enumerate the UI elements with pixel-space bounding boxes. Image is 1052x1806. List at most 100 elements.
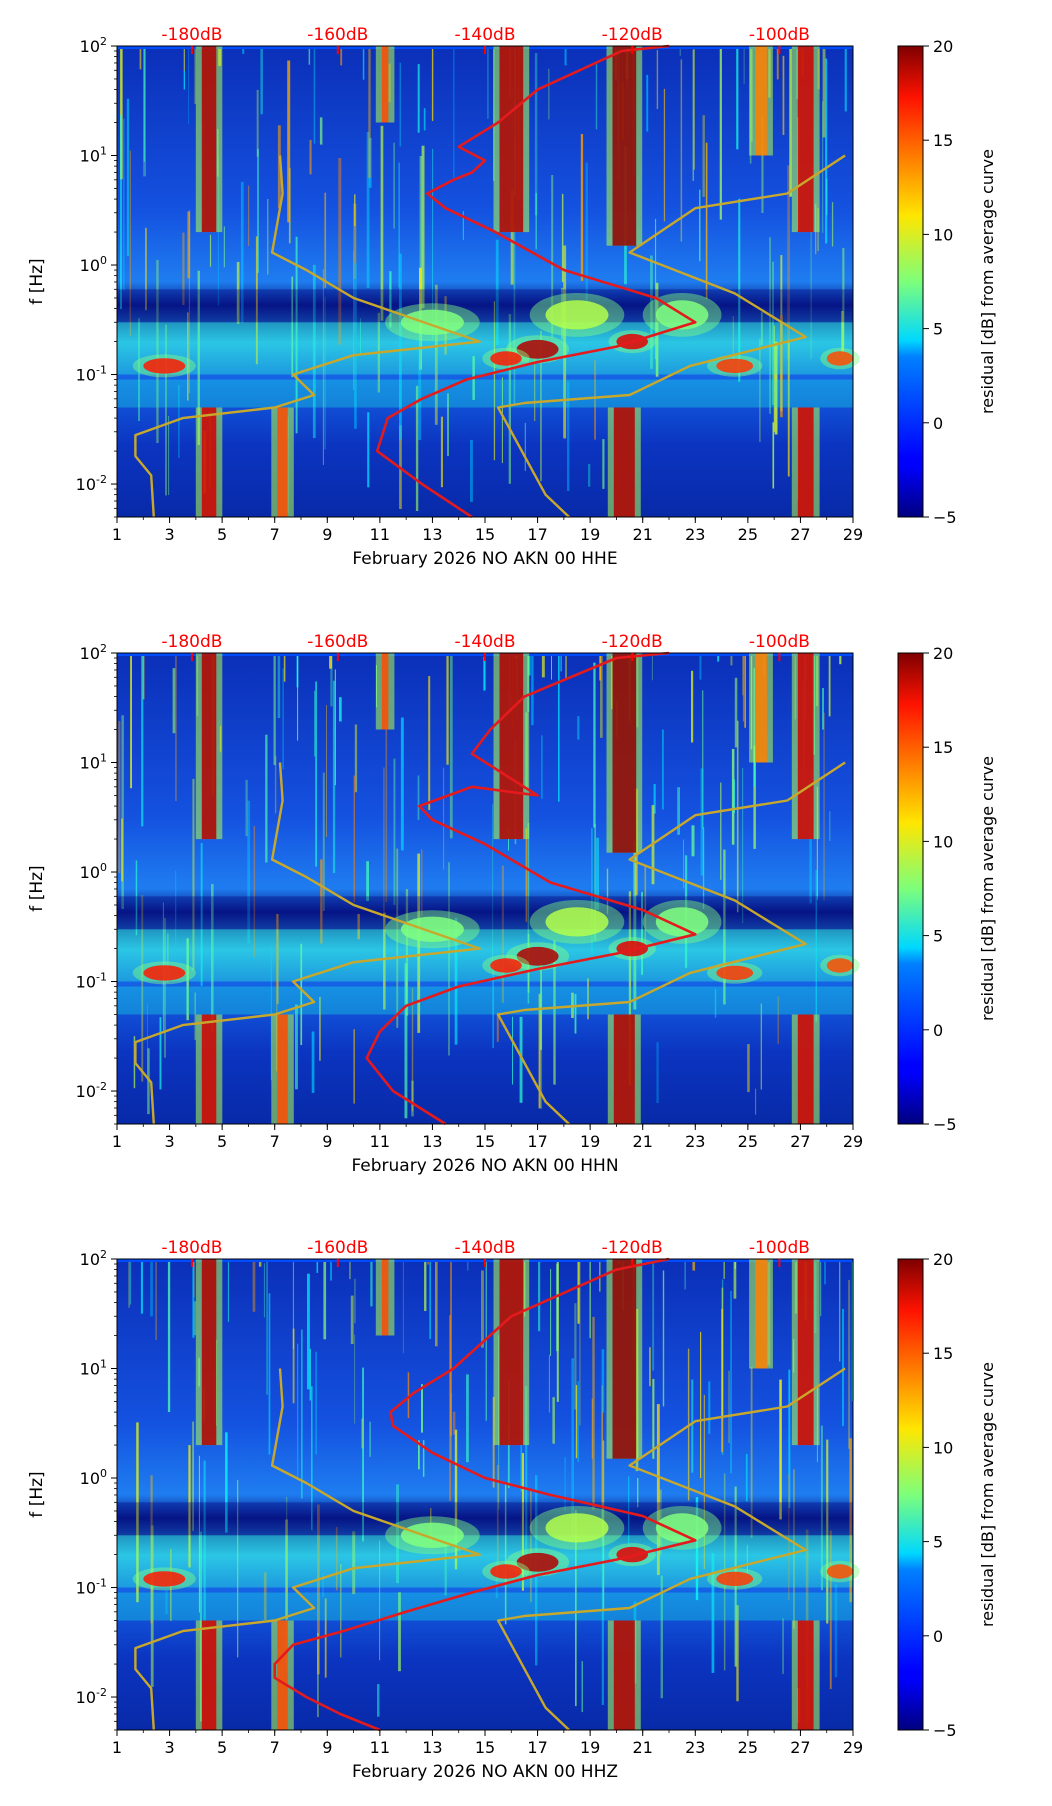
texture-streak xyxy=(377,1684,380,1717)
x-tick-label: 3 xyxy=(164,525,174,544)
texture-streak xyxy=(258,1259,262,1267)
blob xyxy=(826,1564,854,1579)
hot-band xyxy=(277,407,288,517)
y-tick-label: 101 xyxy=(80,145,107,166)
texture-streak xyxy=(452,1411,456,1435)
texture-streak xyxy=(594,360,596,440)
texture-streak xyxy=(167,933,169,983)
db-scale-label: -140dB xyxy=(454,25,515,45)
hot-band xyxy=(797,407,814,517)
texture-streak xyxy=(443,767,445,870)
texture-streak xyxy=(311,1386,313,1531)
y-tick-base: 10 xyxy=(80,863,100,882)
texture-streak xyxy=(407,1372,410,1418)
texture-streak xyxy=(552,1397,555,1444)
texture-streak xyxy=(541,735,543,799)
texture-streak xyxy=(418,331,422,440)
texture-streak xyxy=(650,255,653,369)
texture-streak xyxy=(454,1429,458,1570)
texture-streak xyxy=(297,1343,299,1478)
colorbar-label: residual [dB] from average curve xyxy=(978,756,997,1021)
texture-streak xyxy=(354,724,358,793)
x-tick-label: 21 xyxy=(633,1132,653,1151)
texture-streak xyxy=(285,1519,288,1620)
y-tick-label: 100 xyxy=(80,254,107,275)
y-tick-exponent: -2 xyxy=(96,1080,107,1093)
texture-streak xyxy=(466,1374,469,1463)
texture-streak xyxy=(245,779,248,837)
colorbar-tick-label: 15 xyxy=(933,1344,953,1363)
y-tick-exponent: 1 xyxy=(100,1358,107,1371)
texture-streak xyxy=(602,439,605,489)
texture-streak xyxy=(338,158,342,345)
texture-streak xyxy=(496,1012,499,1042)
texture-streak xyxy=(332,680,336,874)
texture-streak xyxy=(182,232,185,305)
texture-streak xyxy=(175,654,177,801)
texture-streak xyxy=(417,64,420,133)
texture-streak xyxy=(360,318,361,354)
texture-streak xyxy=(340,1564,342,1658)
x-tick-label: 23 xyxy=(685,1132,705,1151)
texture-streak xyxy=(540,962,542,1050)
blob xyxy=(400,1522,464,1549)
db-scale-label: -120dB xyxy=(602,1238,663,1258)
texture-streak xyxy=(447,393,449,457)
texture-streak xyxy=(349,1259,351,1280)
texture-streak xyxy=(330,1259,332,1281)
texture-streak xyxy=(839,653,842,665)
texture-streak xyxy=(842,1309,844,1427)
texture-streak xyxy=(723,849,726,1005)
texture-streak xyxy=(556,1259,559,1402)
texture-streak xyxy=(421,145,425,309)
x-tick-label: 7 xyxy=(270,525,280,544)
x-tick-label: 1 xyxy=(112,1132,122,1151)
texture-streak xyxy=(825,58,828,244)
texture-streak xyxy=(596,837,599,910)
texture-streak xyxy=(192,778,195,971)
y-axis-label: f [Hz] xyxy=(27,1471,47,1517)
texture-streak xyxy=(167,1259,171,1412)
texture-streak xyxy=(362,46,365,80)
y-tick-base: 10 xyxy=(80,754,100,773)
texture-streak xyxy=(448,862,450,1056)
texture-streak xyxy=(580,134,584,281)
texture-streak xyxy=(820,1259,822,1317)
texture-streak xyxy=(357,914,360,940)
db-scale-label: -100dB xyxy=(749,1238,810,1258)
noise-model-curve xyxy=(134,1368,481,1731)
y-tick-label: 10-1 xyxy=(76,971,107,992)
texture-streak xyxy=(164,917,166,1058)
texture-streak xyxy=(699,653,702,680)
texture-streak xyxy=(720,782,722,880)
texture-streak xyxy=(550,1269,552,1356)
texture-streak xyxy=(211,883,214,1032)
texture-streak xyxy=(470,439,473,502)
x-tick-label: 29 xyxy=(843,1132,863,1151)
hot-band xyxy=(755,46,767,156)
texture-streak xyxy=(175,870,177,957)
x-tick-label: 7 xyxy=(270,1738,280,1757)
mean-psd-curve xyxy=(375,44,697,519)
x-tick-label: 13 xyxy=(422,1132,442,1151)
texture-streak xyxy=(194,992,196,1041)
texture-streak xyxy=(723,1259,725,1279)
texture-streak xyxy=(263,1263,265,1318)
spectrogram-texture xyxy=(117,1259,860,1730)
texture-streak xyxy=(534,53,538,216)
texture-streak xyxy=(637,1478,639,1508)
texture-streak xyxy=(691,670,694,743)
texture-streak xyxy=(118,721,121,873)
texture-streak xyxy=(692,1259,696,1271)
texture-streak xyxy=(276,914,279,1004)
texture-streak xyxy=(140,1259,143,1314)
texture-streak xyxy=(291,276,294,378)
texture-streak xyxy=(592,1316,595,1510)
texture-streak xyxy=(141,653,144,827)
texture-streak xyxy=(147,1048,150,1115)
blob xyxy=(143,1571,186,1587)
colorbar-tick-label: 10 xyxy=(933,832,953,851)
db-scale-label: -180dB xyxy=(161,632,222,652)
y-tick-exponent: 0 xyxy=(100,254,107,267)
